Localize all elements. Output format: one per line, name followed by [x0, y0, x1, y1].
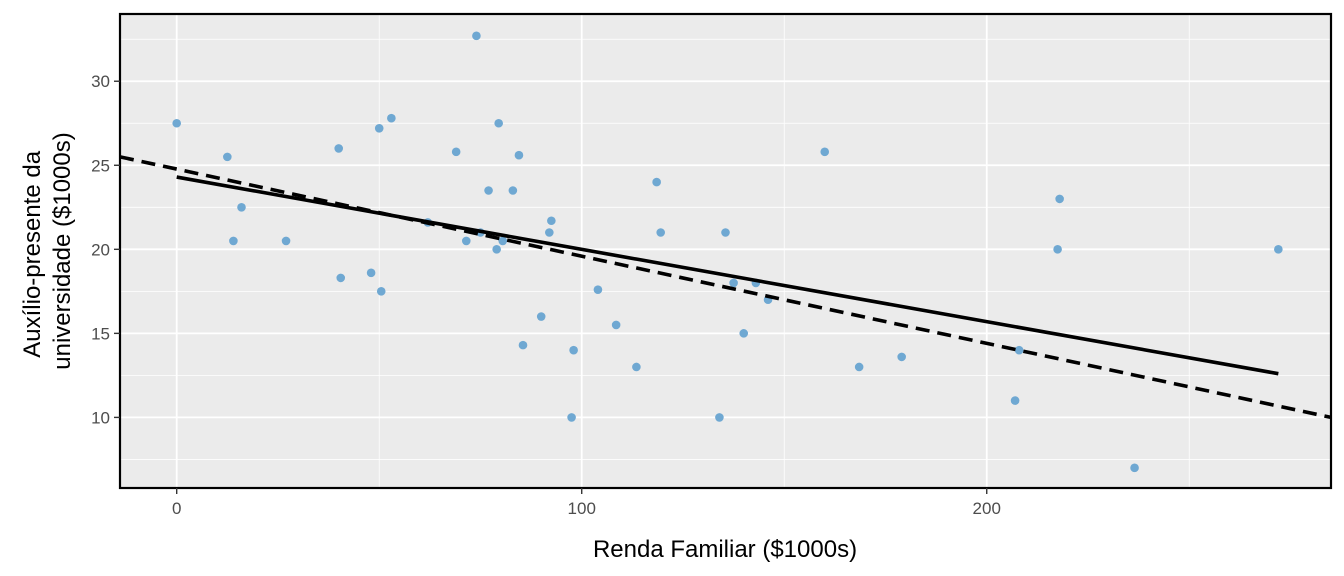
y-tick-label: 30 — [91, 72, 110, 91]
data-point — [498, 236, 508, 246]
data-point — [451, 147, 461, 157]
data-point — [461, 236, 471, 246]
data-point — [739, 329, 749, 338]
data-point — [172, 118, 182, 128]
data-point — [652, 177, 661, 187]
data-point — [729, 278, 738, 288]
data-point — [536, 312, 546, 321]
dashed-fit-line — [119, 155, 1332, 420]
y-axis-title: Auxílio-presente da universidade ($1000s… — [19, 132, 76, 369]
y-tick-label: 20 — [91, 240, 110, 259]
data-point — [514, 150, 524, 160]
y-axis-title-line-1: Auxílio-presente da — [19, 150, 46, 357]
data-point — [281, 236, 291, 246]
data-point — [1274, 245, 1283, 254]
data-point — [223, 152, 232, 162]
plot-panel — [120, 14, 1331, 488]
y-axis: 10 15 20 25 30 — [91, 72, 120, 427]
data-point — [1010, 396, 1020, 405]
data-point — [715, 413, 724, 422]
data-point — [484, 186, 493, 195]
y-tick-label: 10 — [91, 408, 110, 427]
data-point — [492, 245, 501, 254]
data-point — [518, 340, 528, 350]
y-axis-title-line-2: universidade ($1000s) — [49, 132, 76, 369]
data-point — [897, 352, 906, 362]
data-point — [1053, 245, 1062, 254]
data-point — [237, 202, 246, 212]
x-tick-label: 100 — [568, 499, 596, 518]
data-point — [545, 228, 554, 237]
data-point — [547, 216, 556, 226]
data-point — [1130, 463, 1139, 473]
data-point — [374, 123, 384, 133]
y-tick-label: 25 — [91, 156, 110, 175]
data-point — [494, 118, 503, 128]
fit-lines — [119, 155, 1332, 420]
y-tick-label: 15 — [91, 324, 110, 343]
plot-border — [118, 12, 1333, 490]
data-point — [820, 147, 830, 157]
data-point — [567, 413, 576, 422]
data-point — [472, 31, 481, 41]
data-point — [593, 285, 603, 294]
data-point — [569, 345, 578, 355]
data-point — [334, 144, 344, 153]
data-point — [1014, 345, 1024, 355]
data-point — [656, 228, 665, 237]
data-point — [229, 236, 238, 246]
data-point — [854, 362, 864, 372]
data-point — [508, 186, 518, 195]
data-point — [632, 362, 641, 372]
data-point — [336, 273, 346, 283]
x-axis: 0 100 200 — [172, 488, 1001, 518]
data-point — [611, 320, 621, 330]
data-point — [366, 268, 376, 278]
data-point — [1055, 194, 1064, 204]
x-tick-label: 0 — [172, 499, 181, 518]
x-axis-title: Renda Familiar ($1000s) — [593, 536, 857, 563]
data-point — [721, 228, 730, 237]
x-tick-label: 200 — [973, 499, 1001, 518]
data-point — [376, 287, 386, 296]
data-point — [387, 113, 396, 123]
